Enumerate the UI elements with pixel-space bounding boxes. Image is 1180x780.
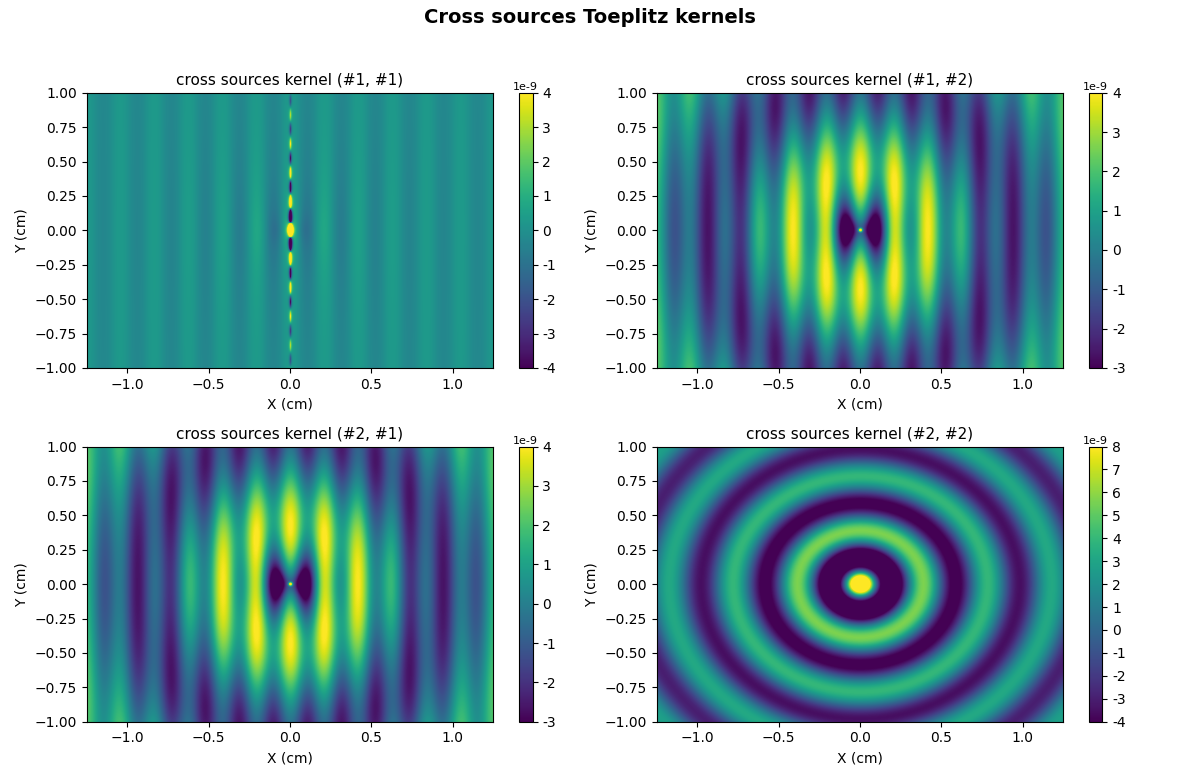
X-axis label: X (cm): X (cm) [837,751,883,765]
Y-axis label: Y (cm): Y (cm) [585,208,599,253]
Y-axis label: Y (cm): Y (cm) [15,208,30,253]
Text: Cross sources Toeplitz kernels: Cross sources Toeplitz kernels [424,8,756,27]
Title: 1e-9: 1e-9 [513,436,538,445]
Title: 1e-9: 1e-9 [1083,436,1108,445]
Title: cross sources kernel (#2, #2): cross sources kernel (#2, #2) [747,426,974,441]
X-axis label: X (cm): X (cm) [267,751,313,765]
Title: cross sources kernel (#1, #2): cross sources kernel (#1, #2) [747,73,974,87]
X-axis label: X (cm): X (cm) [837,397,883,411]
Title: cross sources kernel (#1, #1): cross sources kernel (#1, #1) [177,73,404,87]
Title: 1e-9: 1e-9 [513,82,538,92]
Title: 1e-9: 1e-9 [1083,82,1108,92]
X-axis label: X (cm): X (cm) [267,397,313,411]
Y-axis label: Y (cm): Y (cm) [15,562,30,607]
Y-axis label: Y (cm): Y (cm) [585,562,599,607]
Title: cross sources kernel (#2, #1): cross sources kernel (#2, #1) [177,426,404,441]
